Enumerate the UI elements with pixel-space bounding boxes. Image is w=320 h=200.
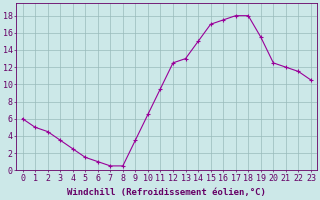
X-axis label: Windchill (Refroidissement éolien,°C): Windchill (Refroidissement éolien,°C) <box>67 188 266 197</box>
